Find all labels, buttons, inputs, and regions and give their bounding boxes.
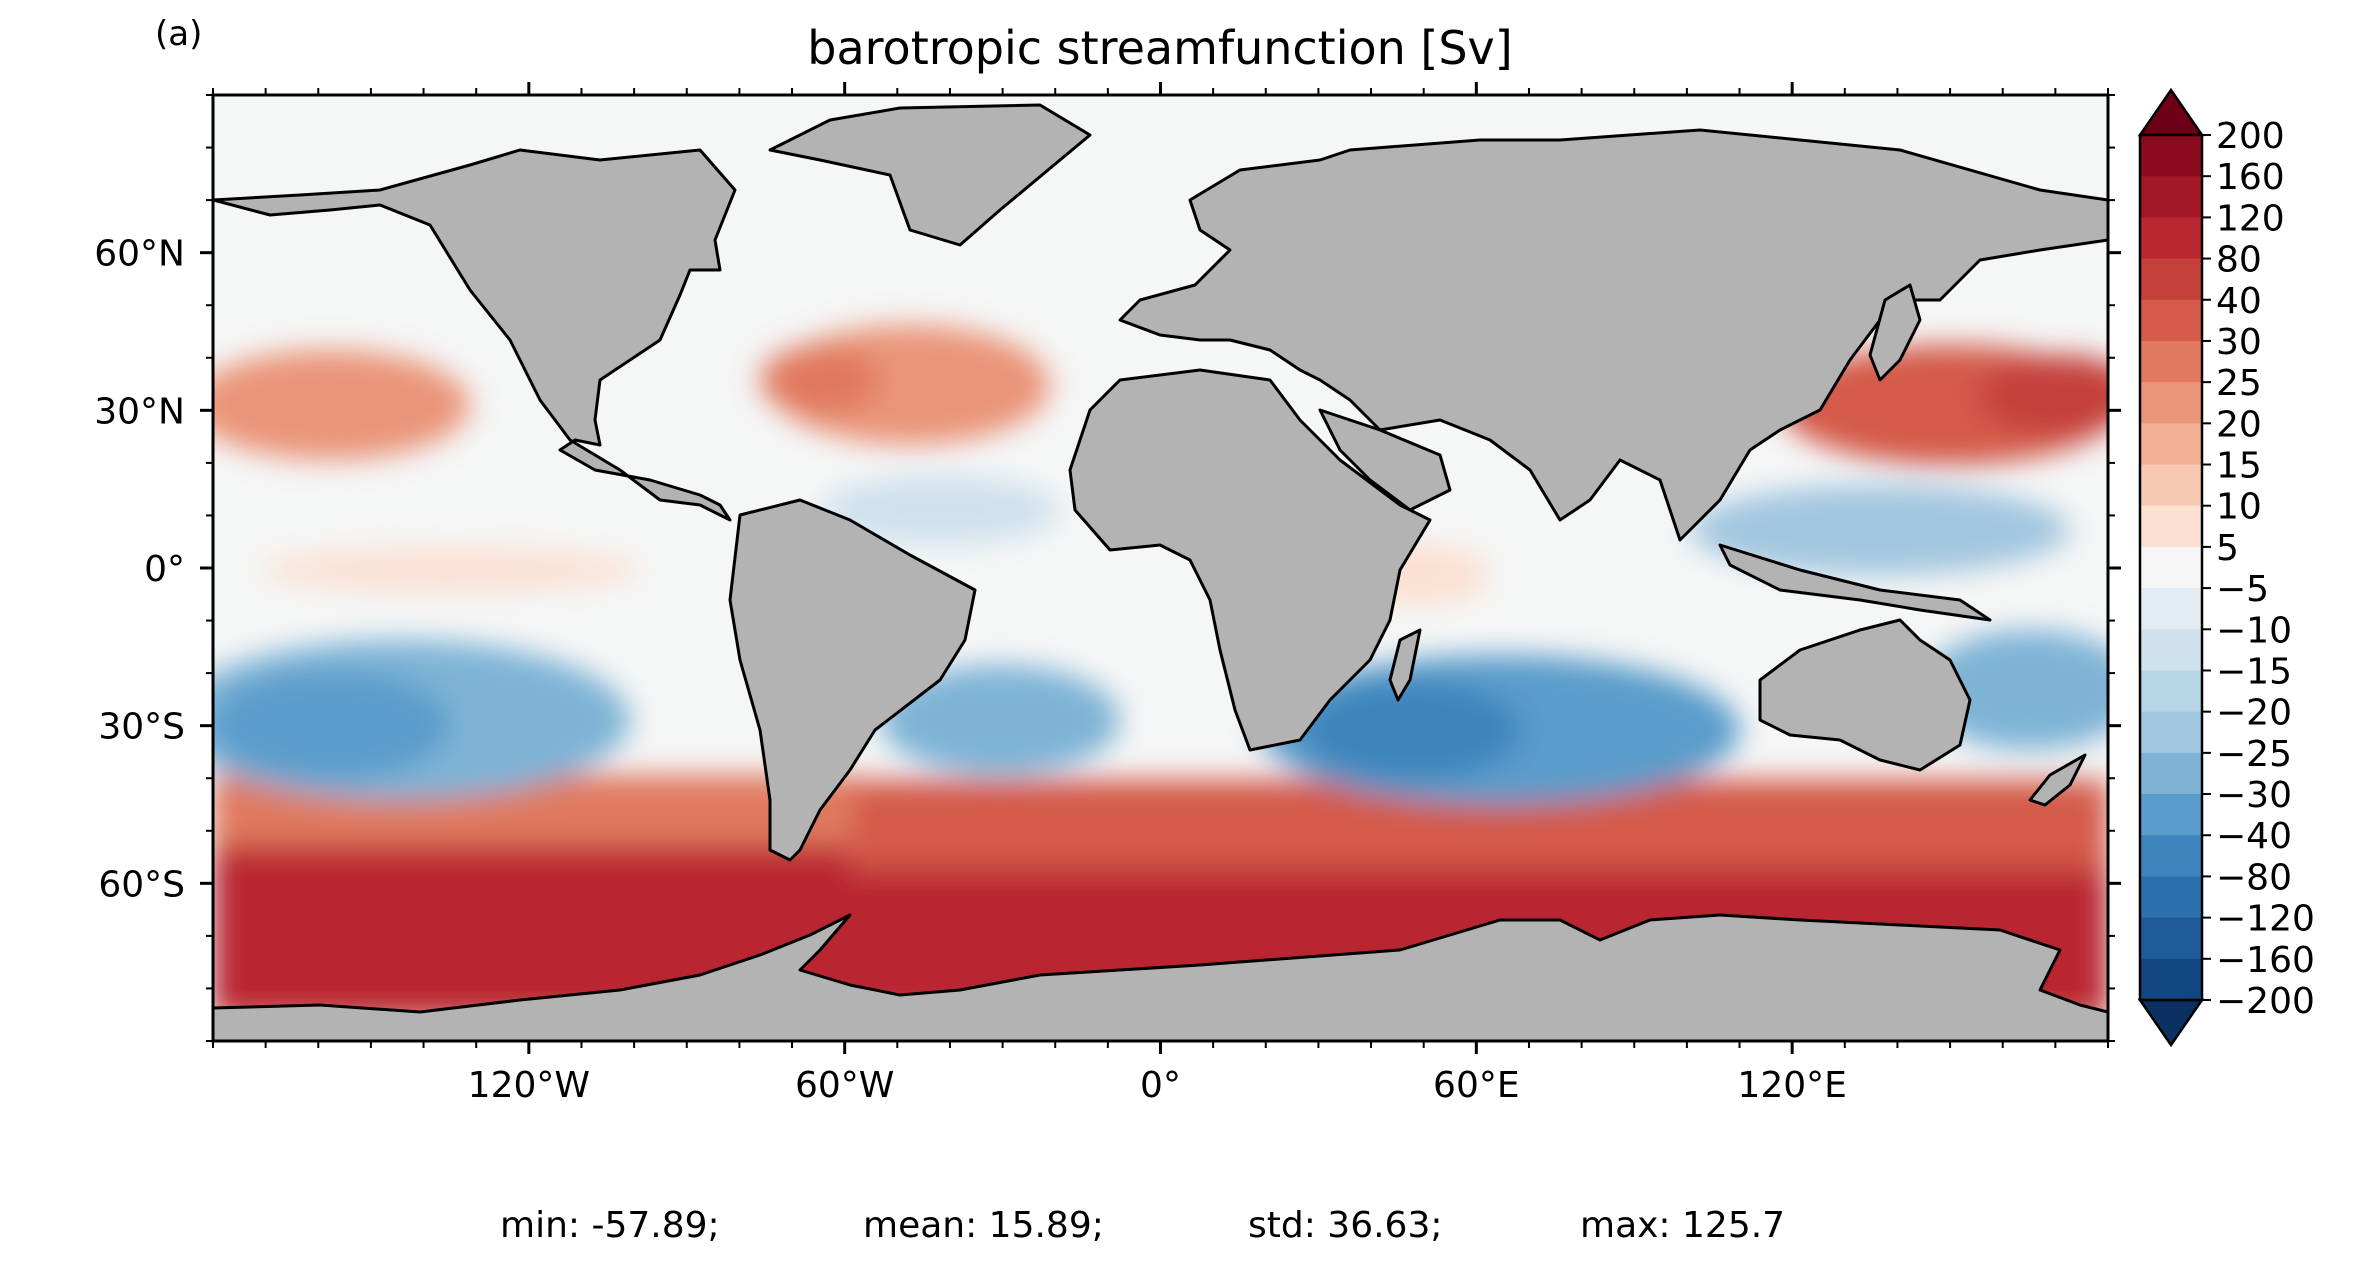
colorbar-label: −25 <box>2216 734 2292 775</box>
colorbar-label: −200 <box>2216 981 2315 1022</box>
colorbar-segment <box>2140 794 2202 836</box>
map-area: 120°W 60°W 0° 60°E 120°E 60°N 30°N 0° 30°S 60°S <box>94 82 2121 1106</box>
y-tick-label: 30°N <box>94 391 185 432</box>
x-tick-label: 60°W <box>795 1065 894 1106</box>
colorbar-segment <box>2140 835 2202 877</box>
colorbar-label: −20 <box>2216 693 2292 734</box>
colorbar-label: −15 <box>2216 651 2292 692</box>
colorbar-segment <box>2140 917 2202 960</box>
streamfunction-field <box>213 325 2108 1020</box>
land <box>213 103 2108 1041</box>
land-eurasia <box>1118 128 2108 542</box>
axis-ticks: 120°W 60°W 0° 60°E 120°E 60°N 30°N 0° 30°S 60°S <box>94 82 2121 1106</box>
field-north-pacific-gyre <box>213 350 470 460</box>
colorbar-segment <box>2140 629 2202 671</box>
field-kuroshio-core <box>1980 355 2108 435</box>
colorbar-segment <box>2140 176 2202 218</box>
colorbar-segment <box>2140 217 2202 260</box>
x-tick-label: 120°E <box>1737 1065 1846 1106</box>
stat-std: std: 36.63; <box>1248 1205 1442 1246</box>
colorbar-segment <box>2140 670 2202 713</box>
colorbar-label: 160 <box>2216 157 2285 198</box>
field-south-atlantic-gyre <box>880 665 1120 775</box>
colorbar-frame <box>2138 133 2204 1002</box>
colorbar: 200160120804030252015105−5−10−15−20−25−3… <box>2137 87 2315 1048</box>
colorbar-extend-max <box>2137 87 2205 137</box>
map-title: barotropic streamfunction [Sv] <box>807 21 1512 75</box>
colorbar-segment <box>2140 505 2202 548</box>
land-japan <box>1868 283 1922 382</box>
colorbar-label: 80 <box>2216 240 2262 281</box>
colorbar-segment <box>2140 299 2202 342</box>
land-new-zealand <box>2028 753 2087 807</box>
field-south-pacific-gyre-core <box>213 670 450 780</box>
panel-label: (a) <box>155 14 202 54</box>
colorbar-segment <box>2140 711 2202 754</box>
x-tick-label: 120°W <box>468 1065 590 1106</box>
colorbar-segment <box>2140 340 2202 383</box>
colorbar-label: −160 <box>2216 940 2315 981</box>
colorbar-label: 25 <box>2216 363 2262 404</box>
colorbar-label: −40 <box>2216 816 2292 857</box>
land-indonesia <box>1718 543 1992 622</box>
colorbar-segment <box>2140 876 2202 919</box>
colorbar-label: −80 <box>2216 857 2292 898</box>
colorbar-segment <box>2140 464 2202 507</box>
land-madagascar <box>1388 628 1422 702</box>
colorbar-segment <box>2140 258 2202 301</box>
colorbar-segment <box>2140 546 2202 589</box>
land-australia <box>1758 618 1972 772</box>
land-antarctica <box>213 913 2108 1041</box>
stats-line: min: -57.89; mean: 15.89; std: 36.63; ma… <box>500 1205 1785 1246</box>
colorbar-segment <box>2140 423 2202 466</box>
colorbar-label: 200 <box>2216 116 2285 157</box>
land-south-america <box>728 498 977 862</box>
y-tick-label: 30°S <box>98 707 185 748</box>
colorbar-label: −120 <box>2216 899 2315 940</box>
colorbar-label: 10 <box>2216 487 2262 528</box>
x-tick-label: 0° <box>1140 1065 1181 1106</box>
colorbar-label: −30 <box>2216 775 2292 816</box>
land-greenland <box>768 103 1092 247</box>
field-south-indian-gyre-core <box>1300 680 1520 780</box>
colorbar-label: −10 <box>2216 610 2292 651</box>
land-arabia <box>1318 408 1452 512</box>
land-north-america <box>213 148 737 522</box>
field-gulf-stream <box>760 345 880 415</box>
colorbar-label: 40 <box>2216 281 2262 322</box>
stat-max: max: 125.7 <box>1580 1205 1785 1246</box>
stat-min: min: -57.89; <box>500 1205 720 1246</box>
y-tick-label: 60°S <box>98 864 185 905</box>
colorbar-segment <box>2140 135 2202 177</box>
colorbar-label: 20 <box>2216 404 2262 445</box>
x-tick-label: 60°E <box>1433 1065 1520 1106</box>
colorbar-segment <box>2140 752 2202 795</box>
field-atlantic-tropical <box>820 475 1060 545</box>
field-north-pacific-tropical <box>1690 485 2070 575</box>
colorbar-segment <box>2140 588 2202 630</box>
field-pacific-equatorial <box>260 548 640 592</box>
colorbar-label: 15 <box>2216 446 2262 487</box>
colorbar-label: −5 <box>2216 569 2269 610</box>
colorbar-extend-min <box>2137 998 2205 1048</box>
stat-mean: mean: 15.89; <box>863 1205 1104 1246</box>
colorbar-label: 120 <box>2216 198 2285 239</box>
y-tick-label: 0° <box>144 549 185 590</box>
y-tick-label: 60°N <box>94 234 185 275</box>
colorbar-segment <box>2140 382 2202 424</box>
colorbar-label: 30 <box>2216 322 2262 363</box>
colorbar-label: 5 <box>2216 528 2239 569</box>
land-africa <box>1068 368 1432 752</box>
colorbar-segment <box>2140 958 2202 1001</box>
